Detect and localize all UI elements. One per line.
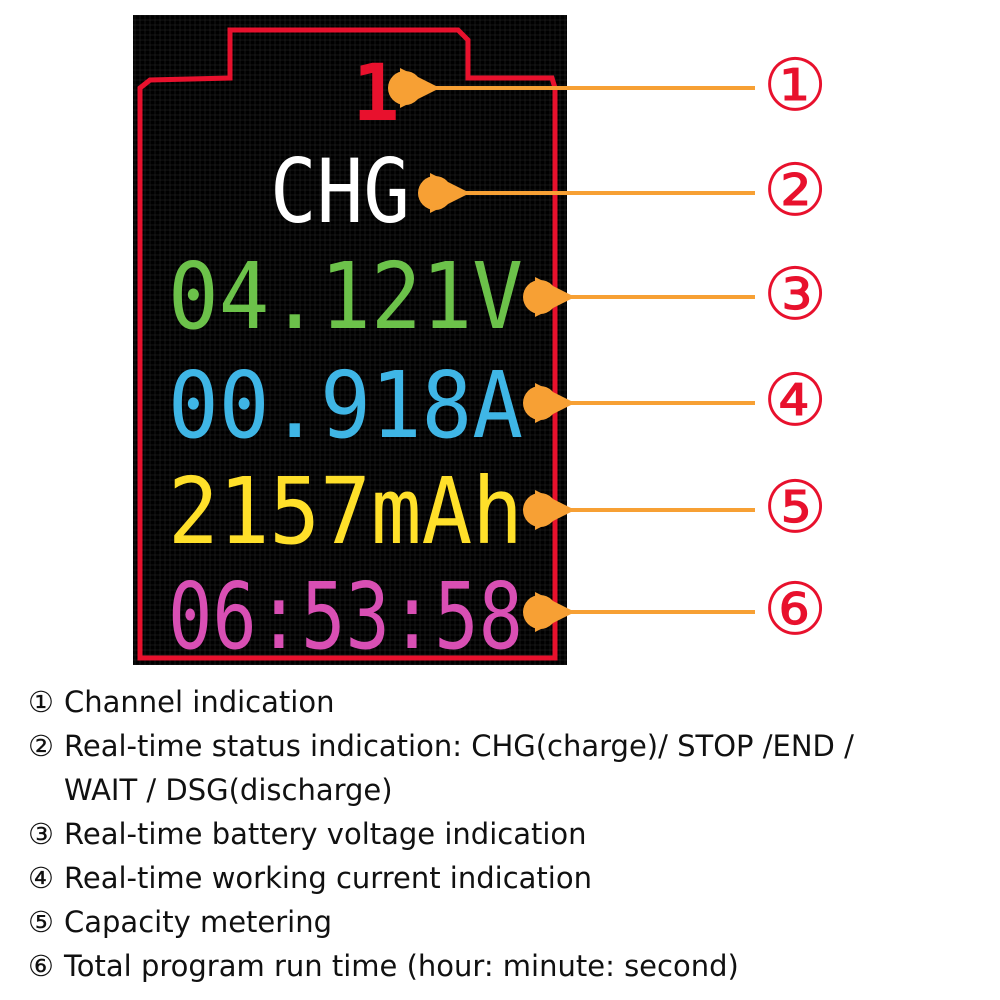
callout-dot	[523, 386, 557, 420]
legend: ① Channel indication ② Real-time status in…	[28, 680, 988, 988]
legend-item-status-continuation: WAIT / DSG(discharge)	[64, 773, 393, 807]
legend-item-channel: ① Channel indication	[28, 680, 988, 724]
legend-marker: ①	[28, 685, 54, 719]
legend-text: Real-time status indication: CHG(charge)…	[64, 729, 854, 763]
callout-3: ③	[523, 252, 827, 336]
callout-marker: ⑥	[763, 567, 828, 651]
legend-text: Channel indication	[64, 685, 335, 719]
callout-dot	[523, 493, 557, 527]
legend-marker: ④	[28, 861, 54, 895]
legend-marker: ⑤	[28, 905, 54, 939]
legend-text: Real-time battery voltage indication	[64, 817, 587, 851]
callout-marker: ①	[763, 43, 828, 127]
current-readout: 00.918A	[168, 352, 523, 459]
legend-item-current: ④ Real-time working current indication	[28, 856, 988, 900]
legend-marker: ③	[28, 817, 54, 851]
callout-dot	[523, 595, 557, 629]
callout-2: ②	[418, 148, 827, 232]
callout-marker: ④	[763, 358, 828, 442]
legend-item-runtime: ⑥ Total program run time (hour: minute: s…	[28, 944, 988, 988]
callout-marker: ⑤	[763, 465, 828, 549]
voltage-readout: 04.121V	[168, 243, 523, 350]
legend-item-status: ② Real-time status indication: CHG(charge…	[28, 724, 988, 768]
runtime-readout: 06:53:58	[168, 563, 523, 670]
legend-text: Total program run time (hour: minute: se…	[64, 949, 739, 983]
legend-text: Real-time working current indication	[64, 861, 592, 895]
callout-marker: ②	[763, 148, 828, 232]
callout-4: ④	[523, 358, 827, 442]
lcd-diagram: 1 CHG 04.121V 00.918A 2157mAh 06:53:58 ①…	[133, 15, 827, 670]
callout-1: ①	[388, 43, 827, 127]
callout-dot	[418, 176, 452, 210]
callout-dot	[523, 280, 557, 314]
callout-marker: ③	[763, 252, 828, 336]
legend-item-capacity: ⑤ Capacity metering	[28, 900, 988, 944]
legend-item-voltage: ③ Real-time battery voltage indication	[28, 812, 988, 856]
legend-text: Capacity metering	[64, 905, 333, 939]
callout-6: ⑥	[523, 567, 827, 651]
capacity-readout: 2157mAh	[168, 458, 523, 565]
legend-marker: ⑥	[28, 949, 54, 983]
callout-dot	[388, 71, 422, 105]
status-text: CHG	[270, 140, 410, 243]
callout-5: ⑤	[523, 465, 827, 549]
legend-marker: ②	[28, 729, 54, 763]
lcd-frame	[137, 27, 558, 661]
